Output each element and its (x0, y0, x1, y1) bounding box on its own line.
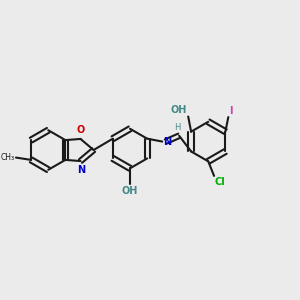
Text: Cl: Cl (215, 177, 225, 187)
Text: OH: OH (170, 105, 187, 116)
Text: I: I (229, 106, 232, 116)
Text: N: N (163, 136, 171, 147)
Text: H: H (175, 123, 181, 132)
Text: N: N (77, 165, 85, 175)
Text: OH: OH (122, 186, 138, 197)
Text: CH₃: CH₃ (0, 153, 14, 162)
Text: O: O (76, 125, 85, 135)
